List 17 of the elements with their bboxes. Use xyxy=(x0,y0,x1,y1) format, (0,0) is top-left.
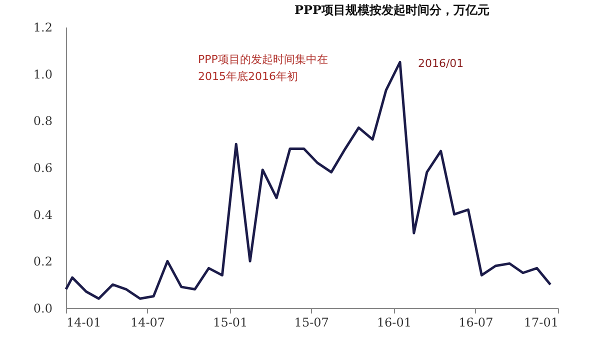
y-tick-label: 0.8 xyxy=(33,114,52,128)
chart-title: PPP项目规模按发起时间分，万亿元 xyxy=(294,3,490,17)
y-tick-label: 0.0 xyxy=(33,302,52,316)
y-tick-label: 1.2 xyxy=(33,20,52,34)
y-tick-label: 1.0 xyxy=(33,67,52,82)
x-tick-label: 16-07 xyxy=(458,316,494,330)
y-tick-label: 0.6 xyxy=(33,161,52,175)
y-tick-label: 0.4 xyxy=(33,208,53,222)
x-tick-label: 14-07 xyxy=(130,316,166,330)
x-tick-label: 16-01 xyxy=(376,316,412,330)
y-tick-label: 0.2 xyxy=(33,254,52,269)
x-tick-label: 15-07 xyxy=(294,316,329,330)
x-tick-label: 15-01 xyxy=(213,316,248,330)
annotation: 2016/01 xyxy=(418,57,464,70)
x-tick-label: 14-01 xyxy=(66,316,102,330)
annotation: PPP项目的发起时间集中在2015年底2016年初 xyxy=(198,53,328,83)
x-tick-label: 17-01 xyxy=(524,316,558,330)
